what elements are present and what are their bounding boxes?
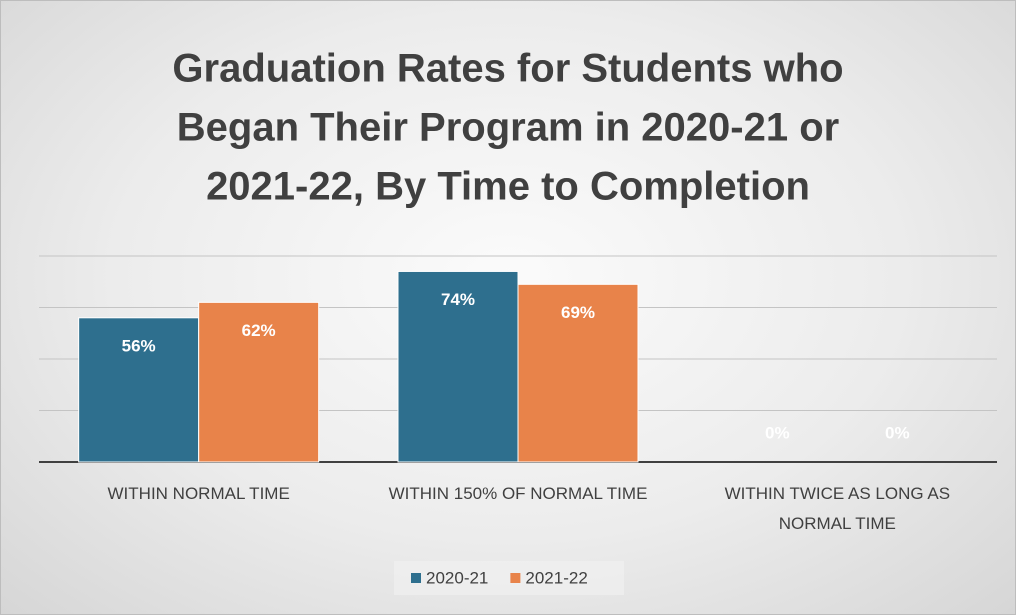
bar bbox=[517, 283, 639, 463]
value-label: 0% bbox=[765, 423, 790, 442]
legend-label: 2021-22 bbox=[525, 568, 587, 587]
value-label: 74% bbox=[441, 290, 475, 309]
legend-swatch bbox=[411, 573, 421, 583]
legend-label: 2020-21 bbox=[426, 568, 488, 587]
value-label: 0% bbox=[885, 423, 910, 442]
value-label: 62% bbox=[242, 321, 276, 340]
value-label: 69% bbox=[561, 303, 595, 322]
chart-title: 2021-22, By Time to Completion bbox=[206, 165, 810, 209]
bar bbox=[397, 270, 519, 463]
bar bbox=[198, 301, 320, 463]
legend-box bbox=[394, 561, 624, 595]
chart-title: Began Their Program in 2020-21 or bbox=[177, 106, 839, 150]
x-tick-label: WITHIN NORMAL TIME bbox=[107, 484, 290, 503]
legend-swatch bbox=[510, 573, 521, 583]
chart-title: Graduation Rates for Students who bbox=[172, 47, 843, 91]
x-tick-label: WITHIN 150% OF NORMAL TIME bbox=[388, 484, 648, 503]
x-tick-label: WITHIN TWICE AS LONG AS NORMAL TIME bbox=[724, 484, 951, 533]
value-label: 56% bbox=[122, 336, 156, 355]
